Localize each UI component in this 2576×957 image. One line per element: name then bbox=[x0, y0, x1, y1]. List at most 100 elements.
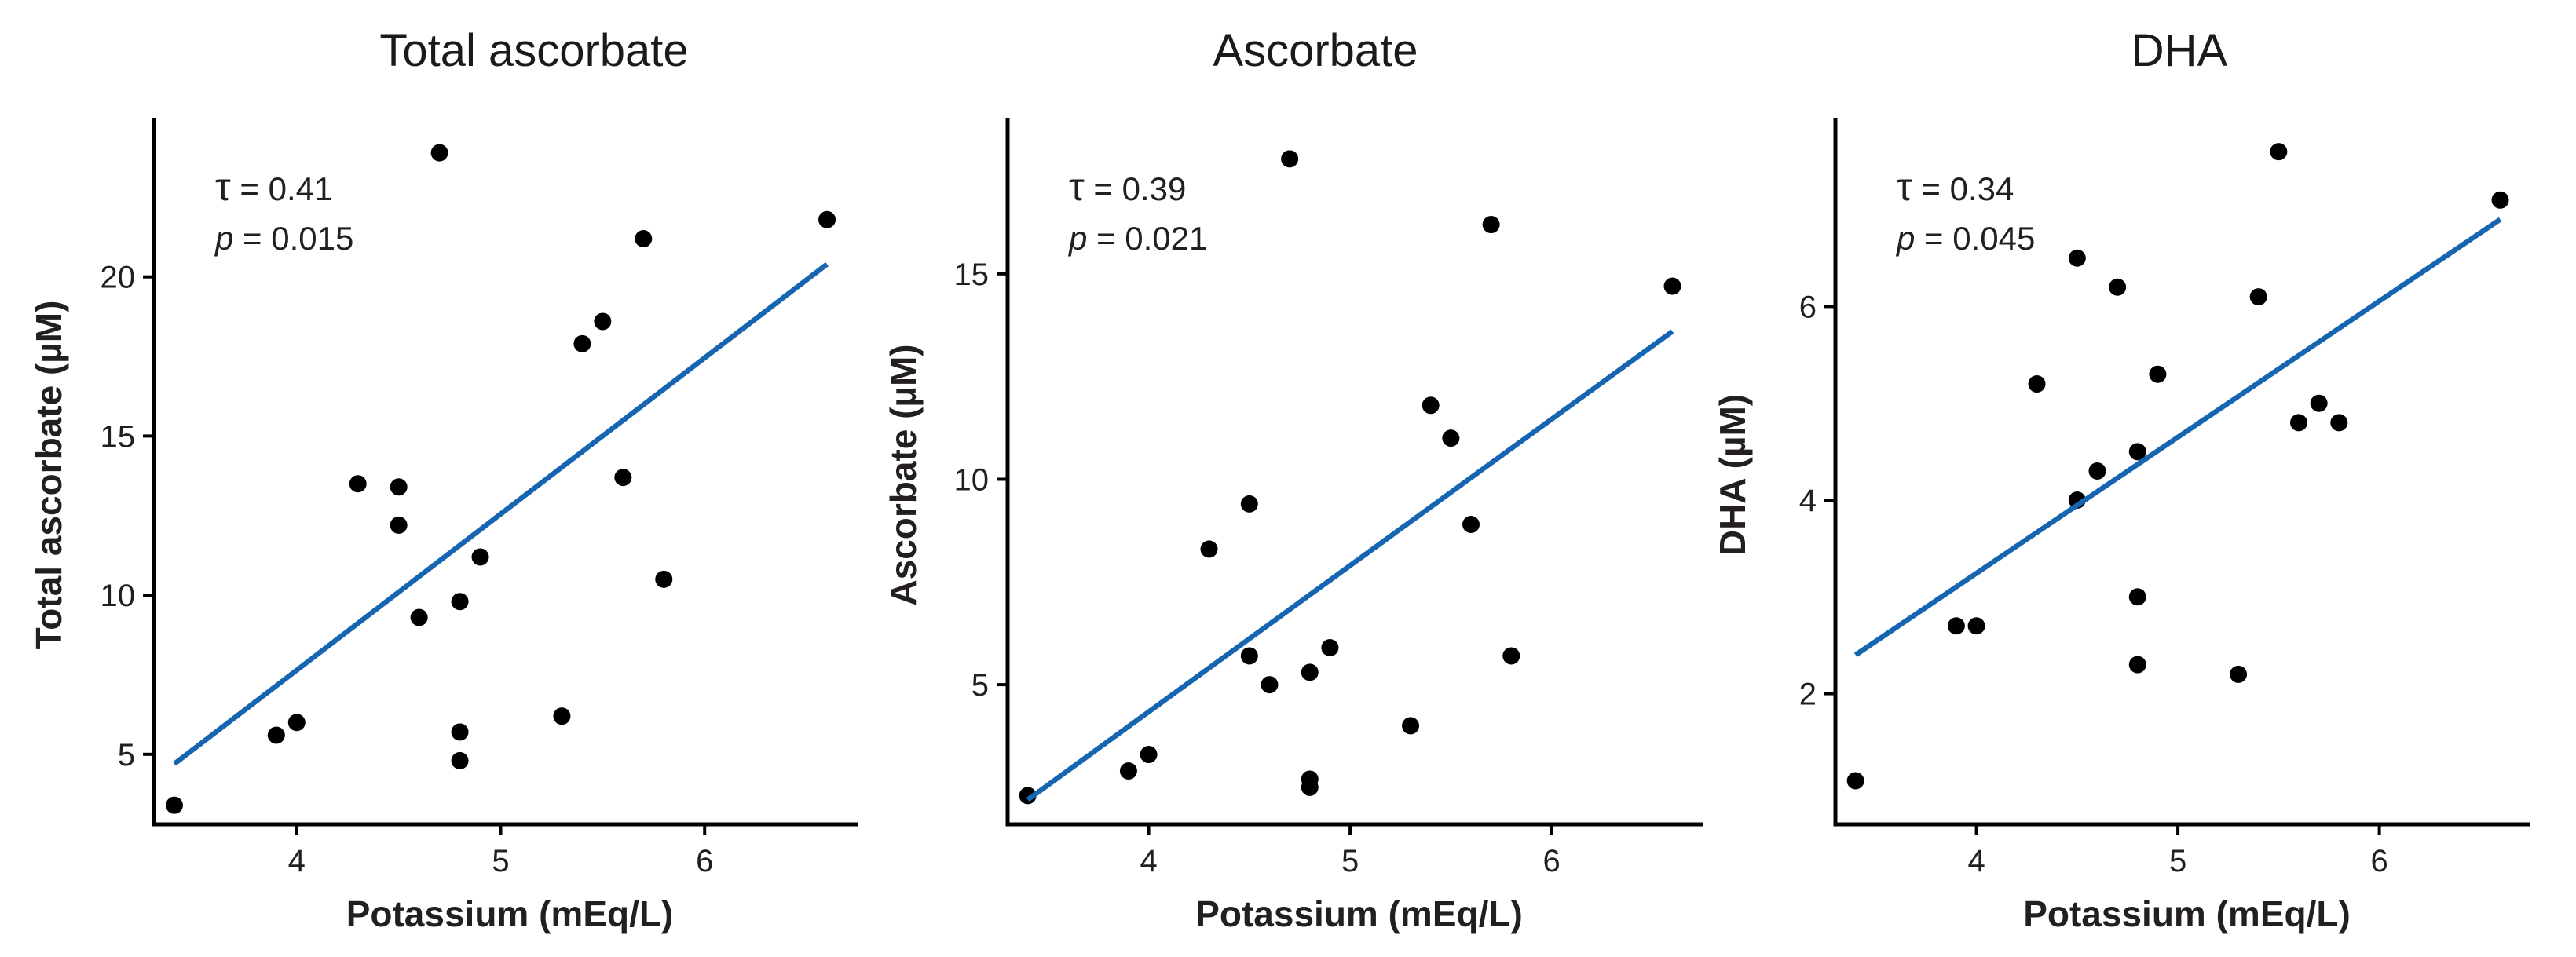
x-tick-label: 6 bbox=[696, 844, 713, 878]
data-point bbox=[2310, 394, 2328, 412]
y-tick-label: 5 bbox=[118, 738, 135, 773]
p-annotation: p = 0.045 bbox=[1895, 220, 2035, 257]
y-axis-title: Total ascorbate (µM) bbox=[28, 301, 69, 650]
data-point bbox=[349, 475, 367, 493]
data-point bbox=[165, 796, 183, 814]
p-symbol: p bbox=[214, 220, 233, 257]
data-point bbox=[287, 714, 306, 732]
data-point bbox=[451, 593, 469, 611]
tau-symbol: τ bbox=[1897, 165, 1912, 209]
x-tick-label: 4 bbox=[288, 844, 306, 878]
data-point bbox=[451, 751, 469, 769]
p-value: = 0.021 bbox=[1087, 220, 1207, 257]
data-point bbox=[1119, 762, 1137, 780]
y-tick-label: 20 bbox=[101, 261, 136, 295]
data-point bbox=[451, 723, 469, 741]
panel-dha: DHA 4 5 6 2 4 6 Potassium (mEq/L) DHA (µM) τ = 0.… bbox=[1712, 25, 2530, 934]
x-tick-label: 4 bbox=[1967, 844, 1985, 878]
x-tick-label: 5 bbox=[2169, 844, 2186, 878]
chart-title-dha: DHA bbox=[2131, 25, 2228, 76]
data-point bbox=[1301, 778, 1319, 796]
x-tick-label: 5 bbox=[492, 844, 509, 878]
y-axis-title: DHA (µM) bbox=[1712, 394, 1753, 556]
y-tick-label: 15 bbox=[101, 419, 136, 454]
tau-annotation: τ = 0.39 bbox=[1069, 165, 1186, 209]
y-tick-label: 15 bbox=[954, 258, 990, 292]
data-point bbox=[2068, 249, 2086, 267]
p-symbol: p bbox=[1895, 220, 1915, 257]
data-point bbox=[390, 516, 408, 534]
data-point bbox=[614, 469, 632, 487]
data-point bbox=[2330, 414, 2348, 432]
regression-line bbox=[172, 261, 829, 766]
regression-line bbox=[1026, 329, 1674, 802]
tau-value: = 0.34 bbox=[1912, 170, 2014, 207]
data-point bbox=[1281, 150, 1299, 168]
data-point bbox=[594, 312, 612, 331]
x-tick-label: 4 bbox=[1140, 844, 1157, 878]
x-tick-label: 6 bbox=[1542, 844, 1560, 878]
data-point bbox=[1967, 617, 1985, 635]
data-point bbox=[1422, 396, 1440, 415]
axes-dha bbox=[1833, 118, 2530, 827]
data-point bbox=[1482, 216, 1500, 234]
y-tick-label: 4 bbox=[1799, 484, 1817, 518]
tau-value: = 0.41 bbox=[231, 170, 333, 207]
data-point bbox=[818, 210, 836, 228]
p-symbol: p bbox=[1067, 220, 1087, 257]
regression-line bbox=[1853, 217, 2502, 657]
x-axis-title: Potassium (mEq/L) bbox=[2023, 893, 2351, 934]
data-point bbox=[2109, 278, 2127, 296]
y-tick-label: 10 bbox=[101, 579, 136, 613]
data-point bbox=[1301, 663, 1319, 681]
x-axis-title: Potassium (mEq/L) bbox=[346, 893, 674, 934]
tau-symbol: τ bbox=[215, 165, 231, 209]
data-point bbox=[573, 334, 591, 352]
data-point bbox=[2028, 375, 2046, 393]
y-tick-label: 6 bbox=[1799, 290, 1817, 324]
chart-title-ascorbate: Ascorbate bbox=[1213, 25, 1418, 76]
data-point bbox=[1947, 617, 1965, 635]
data-point bbox=[2128, 443, 2146, 461]
data-point bbox=[471, 548, 489, 566]
data-point bbox=[1663, 277, 1681, 295]
data-point bbox=[2270, 143, 2288, 161]
data-point bbox=[267, 726, 285, 744]
data-point bbox=[2290, 414, 2307, 432]
data-point bbox=[635, 230, 653, 248]
chart-title-total-ascorbate: Total ascorbate bbox=[379, 25, 688, 76]
y-tick-label: 5 bbox=[971, 668, 989, 703]
data-point bbox=[2149, 365, 2167, 383]
p-annotation: p = 0.015 bbox=[214, 220, 353, 257]
data-point bbox=[2128, 588, 2146, 606]
data-point bbox=[1140, 746, 1158, 764]
tau-annotation: τ = 0.41 bbox=[215, 165, 332, 209]
data-point bbox=[2491, 191, 2509, 209]
data-point bbox=[1200, 540, 1218, 558]
data-point bbox=[430, 144, 448, 162]
data-point bbox=[1846, 772, 1864, 790]
x-axis-title: Potassium (mEq/L) bbox=[1195, 893, 1523, 934]
tau-value: = 0.39 bbox=[1085, 170, 1187, 207]
data-point bbox=[655, 570, 673, 588]
data-point bbox=[2088, 462, 2106, 480]
data-point bbox=[2249, 288, 2267, 306]
x-tick-label: 5 bbox=[1341, 844, 1359, 878]
y-tick-label: 2 bbox=[1799, 678, 1817, 712]
data-point bbox=[1502, 647, 1520, 665]
p-value: = 0.045 bbox=[1915, 220, 2035, 257]
data-point bbox=[2128, 656, 2146, 674]
data-point bbox=[1402, 717, 1420, 735]
axes-ascorbate bbox=[1005, 118, 1703, 827]
data-point bbox=[1240, 495, 1258, 513]
data-point bbox=[390, 478, 408, 496]
y-axis-title: Ascorbate (µM) bbox=[883, 344, 924, 605]
p-value: = 0.015 bbox=[233, 220, 353, 257]
data-point bbox=[1321, 639, 1339, 656]
panel-ascorbate: Ascorbate 4 5 6 5 10 15 Potassium (mEq/L) Ascorb… bbox=[883, 25, 1703, 934]
data-point bbox=[1261, 676, 1279, 694]
x-tick-label: 6 bbox=[2370, 844, 2388, 878]
data-point bbox=[410, 608, 428, 626]
data-point bbox=[553, 707, 571, 725]
data-point bbox=[1462, 516, 1480, 534]
